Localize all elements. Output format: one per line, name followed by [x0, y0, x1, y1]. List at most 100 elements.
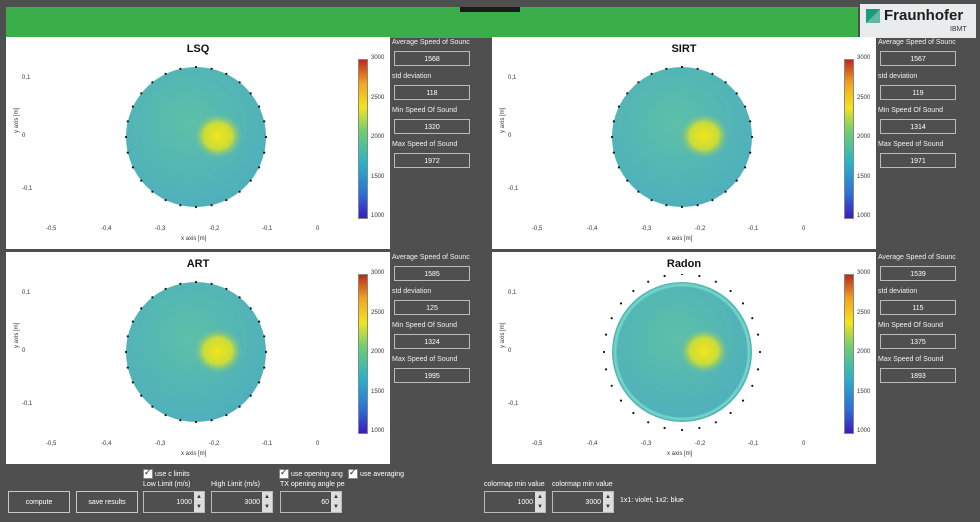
colorbar-tick-label: 2000 [371, 349, 385, 355]
transducer-dot [604, 368, 608, 371]
hotspot [678, 327, 730, 375]
transducer-dot [604, 333, 608, 336]
low-limit-input[interactable] [143, 491, 205, 513]
transducer-dot [619, 302, 623, 305]
fraunhofer-logo-icon [866, 9, 880, 23]
y-tick-label: 0 [22, 348, 26, 354]
x-tick-label: 0 [316, 441, 320, 447]
transducer-dot [164, 414, 167, 417]
stat-value-std: 118 [394, 85, 470, 100]
cmap-max-spinbox[interactable]: ▲▼ [552, 491, 614, 513]
x-tick-label: -0,4 [587, 226, 598, 232]
y-tick-label: 0 [508, 133, 512, 139]
transducer-dot [258, 105, 261, 108]
title-bar [6, 7, 858, 38]
stat-label-min: Min Speed Of Sound [878, 107, 943, 114]
transducer-dot [741, 399, 745, 402]
stats-column: Average Speed of Sounc 1568 std deviation 1… [392, 37, 488, 249]
x-tick-label: -0,3 [155, 441, 166, 447]
stat-value-avg: 1568 [394, 51, 470, 66]
transducer-dot [238, 296, 241, 299]
stat-value-min: 1375 [880, 334, 956, 349]
y-tick-label: -0,1 [508, 401, 519, 407]
plot-title: LSQ [186, 43, 210, 55]
y-tick-label: -0,1 [508, 186, 519, 192]
colorbar [844, 59, 854, 219]
x-tick-label: -0,5 [532, 441, 543, 447]
colorbar [358, 274, 368, 434]
spin-arrows-icon[interactable]: ▲ ▼ [331, 492, 341, 512]
transducer-dot [258, 166, 261, 169]
stat-value-max: 1972 [394, 153, 470, 168]
cmap-min-input[interactable] [484, 491, 546, 513]
stat-value-avg: 1539 [880, 266, 956, 281]
use-opening-angle-checkbox[interactable]: use opening ang [279, 467, 343, 479]
stat-label-avg: Average Speed of Sounc [878, 39, 956, 46]
colorbar-tick-label: 1500 [857, 173, 871, 180]
transducer-dot [698, 274, 701, 278]
save-results-button[interactable]: save results [76, 491, 138, 513]
cmap-min-label: colormap min value [484, 481, 545, 488]
y-tick-label: 0,1 [22, 75, 31, 81]
colorbar-tick-label: 1500 [857, 388, 871, 395]
transducer-dot [194, 65, 198, 69]
transducer-dot [140, 394, 143, 397]
transducer-dot [663, 426, 666, 430]
spin-arrows-icon[interactable]: ▲ ▼ [194, 492, 204, 512]
tomography-plot [36, 59, 347, 219]
use-c-limits-checkbox[interactable]: use c limits [143, 467, 190, 479]
x-tick-label: -0,5 [46, 226, 57, 232]
x-tick-label: -0,2 [209, 441, 220, 447]
colorbar [358, 59, 368, 219]
stat-label-max: Max Speed of Sound [392, 141, 458, 148]
cmap-min-spinbox[interactable]: ▲▼ [484, 491, 546, 513]
transducer-dot [249, 394, 252, 397]
transducer-dot [225, 414, 228, 417]
x-tick-label: -0,1 [748, 441, 759, 447]
y-tick-label: 0,1 [508, 75, 517, 81]
colorbar-tick-label: 1000 [371, 428, 385, 434]
stats-column: Average Speed of Sounc 1585 std deviation 1… [392, 252, 488, 464]
high-limit-spinbox[interactable]: ▲▼ [211, 491, 273, 513]
high-limit-input[interactable] [211, 491, 273, 513]
spin-arrows-icon[interactable]: ▲ ▼ [262, 492, 272, 512]
use-averaging-checkbox[interactable]: use averaging [348, 467, 404, 479]
transducer-dot [164, 199, 167, 202]
y-axis-label: y axis [m] [14, 107, 20, 133]
transducer-dot [140, 179, 143, 182]
stat-value-min: 1320 [394, 119, 470, 134]
cmap-max-input[interactable] [552, 491, 614, 513]
transducer-dot [126, 366, 129, 369]
colorbar-tick-label: 2000 [371, 134, 385, 140]
y-tick-label: -0,1 [22, 401, 33, 407]
transducer-dot [258, 320, 261, 323]
spin-arrows-icon[interactable]: ▲ ▼ [535, 492, 545, 512]
colorbar-tick-label: 2000 [857, 349, 871, 355]
colorbar-tick-label: 2500 [857, 94, 871, 101]
transducer-dot [724, 81, 727, 84]
transducer-dot [264, 350, 268, 354]
tomography-plot [522, 59, 833, 219]
transducer-dot [131, 381, 134, 384]
x-tick-label: -0,1 [262, 441, 273, 447]
opening-angle-spinbox[interactable]: ▲▼ [280, 491, 342, 513]
low-limit-spinbox[interactable]: ▲▼ [143, 491, 205, 513]
plot-panel-sirt: SIRT 0,1 0 -0,1 y axis [m] -0,5 -0,4 -0,3 -0,2 -0… [492, 37, 876, 249]
transducer-dot [126, 335, 129, 338]
opening-angle-input[interactable] [280, 491, 342, 513]
colorbar-tick-label: 3000 [371, 270, 385, 276]
transducer-dot [225, 199, 228, 202]
y-tick-label: 0 [508, 348, 512, 354]
transducer-dot [210, 419, 213, 422]
checkbox-icon [348, 467, 358, 479]
transducer-dot [263, 366, 266, 369]
colorbar-tick-label: 1000 [857, 428, 871, 434]
colorbar [844, 274, 854, 434]
compute-button[interactable]: compute [8, 491, 70, 513]
transducer-dot [602, 350, 606, 354]
transducer-dot [263, 151, 266, 154]
stat-label-min: Min Speed Of Sound [392, 107, 457, 114]
spin-arrows-icon[interactable]: ▲ ▼ [603, 492, 613, 512]
stat-label-max: Max Speed of Sound [878, 141, 944, 148]
transducer-dot [647, 421, 650, 424]
